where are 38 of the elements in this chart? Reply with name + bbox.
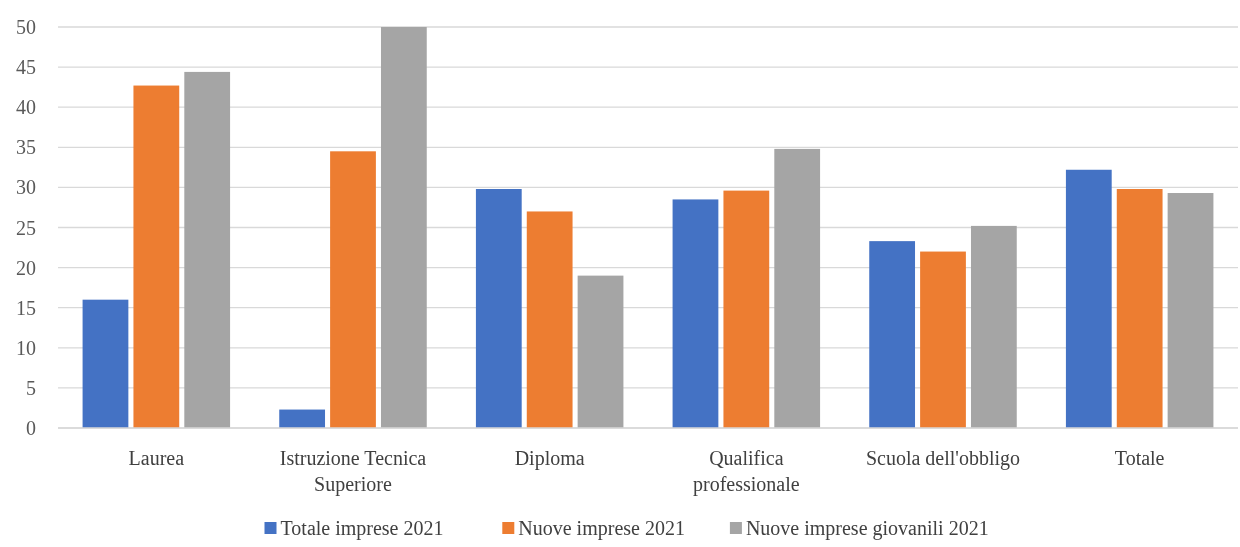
y-tick-label: 45 <box>16 56 36 79</box>
bar <box>577 275 624 428</box>
legend-label: Totale imprese 2021 <box>280 517 444 540</box>
bar <box>184 71 231 428</box>
y-tick-label: 15 <box>16 296 36 319</box>
bar <box>279 409 326 428</box>
bar <box>869 241 916 428</box>
bar <box>330 151 376 428</box>
bar <box>774 148 821 428</box>
bar <box>526 211 573 428</box>
x-tick-label: Scuola dell'obbligo <box>865 447 1021 470</box>
legend-label: Nuove imprese 2021 <box>518 517 685 540</box>
bar <box>970 225 1017 428</box>
y-tick-label: 30 <box>16 176 36 199</box>
x-tick-label: Totale <box>1114 447 1165 469</box>
bar <box>1065 169 1112 428</box>
bar <box>920 251 966 428</box>
y-tick-label: 40 <box>16 96 36 119</box>
x-tick-label: Diploma <box>514 447 585 470</box>
bar <box>380 27 427 428</box>
y-tick-label: 5 <box>26 376 36 399</box>
y-tick-label: 50 <box>16 16 36 38</box>
legend-label: Nuove imprese giovanili 2021 <box>745 517 989 540</box>
bar <box>1116 189 1163 428</box>
y-tick-label: 25 <box>16 216 36 239</box>
bar <box>82 299 129 428</box>
bar <box>723 190 770 428</box>
y-tick-label: 0 <box>26 417 36 439</box>
bar <box>475 189 522 428</box>
bar <box>133 85 180 428</box>
y-tick-label: 35 <box>16 136 36 159</box>
bar <box>672 199 719 428</box>
x-tick-label: Istruzione Tecnica Superiore <box>279 447 427 496</box>
bar <box>1167 193 1214 428</box>
x-tick-label: Laurea <box>128 447 185 469</box>
y-tick-label: 10 <box>16 336 36 359</box>
x-tick-label: Qualifica professionale <box>693 447 800 496</box>
y-tick-label: 20 <box>16 256 36 279</box>
